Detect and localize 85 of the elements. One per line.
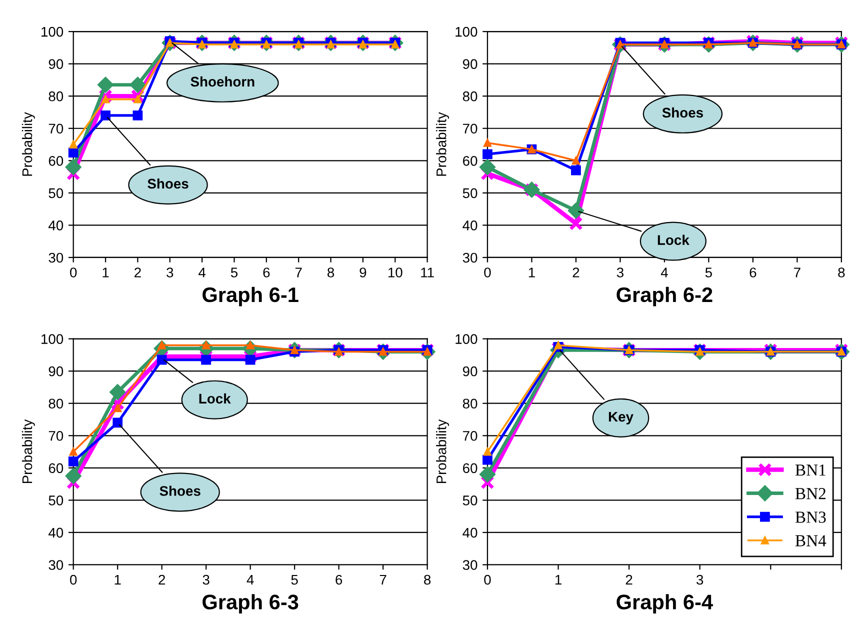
x-tick-label: 7: [295, 268, 302, 278]
y-axis-title: Probability: [436, 112, 450, 176]
y-tick-label: 30: [462, 252, 478, 263]
x-tick-label: 0: [70, 268, 77, 278]
y-tick-label: 80: [462, 398, 478, 409]
x-tick-label: 1: [102, 268, 109, 278]
y-tick-label: 90: [48, 366, 64, 376]
x-tick-label: 3: [202, 574, 210, 585]
annotation: Shoehorn: [190, 76, 254, 87]
y-tick-label: 90: [48, 59, 64, 69]
x-tick-label: 11: [421, 268, 434, 278]
x-tick-label: 1: [555, 574, 562, 585]
x-tick-label: 4: [198, 268, 206, 278]
x-tick-label: 1: [528, 268, 535, 278]
x-tick-label: 10: [388, 268, 402, 278]
y-tick-label: 90: [462, 59, 478, 69]
y-axis-title: Probability: [436, 419, 450, 484]
x-tick-label: 0: [70, 574, 77, 585]
y-tick-label: 60: [463, 156, 478, 166]
y-tick-label: 50: [48, 188, 64, 198]
x-tick-label: 5: [705, 268, 712, 278]
x-tick-label: 3: [616, 268, 624, 278]
y-tick-label: 40: [462, 220, 478, 230]
x-tick-label: 6: [750, 268, 756, 278]
y-tick-label: 80: [48, 398, 64, 409]
y-tick-label: 70: [48, 124, 64, 134]
y-tick-label: 70: [463, 124, 478, 134]
y-tick-label: 70: [48, 430, 64, 441]
annotation: Lock: [199, 393, 231, 404]
x-tick-label: 2: [572, 268, 580, 278]
y-tick-label: 100: [42, 26, 64, 37]
annotation: Shoes: [148, 178, 188, 189]
x-tick-label: 3: [696, 574, 704, 585]
y-tick-label: 30: [48, 252, 64, 263]
annotation: Key: [608, 412, 634, 424]
x-tick-label: 7: [794, 268, 800, 278]
y-tick-label: 40: [48, 220, 64, 230]
y-tick-label: 70: [463, 430, 478, 441]
y-tick-label: 40: [462, 528, 478, 538]
y-tick-label: 50: [48, 496, 64, 506]
annotation: Shoes: [662, 107, 703, 118]
x-tick-label: 9: [360, 268, 366, 278]
y-tick-label: 40: [48, 528, 64, 538]
x-tick-label: 6: [263, 268, 270, 278]
legend-label: BN1: [795, 464, 826, 476]
y-tick-label: 30: [462, 560, 478, 570]
y-tick-label: 80: [462, 91, 478, 102]
y-tick-label: 60: [48, 463, 64, 474]
text: Graph 6-4: [616, 594, 713, 614]
y-tick-label: 80: [48, 91, 64, 102]
legend-label: BN2: [795, 488, 826, 500]
x-tick-label: 1: [114, 574, 121, 585]
y-axis-title: Probability: [22, 419, 35, 484]
annotation: Lock: [658, 234, 690, 245]
y-tick-label: 30: [48, 560, 64, 570]
y-tick-label: 60: [48, 156, 64, 166]
legend-label: BN4: [795, 535, 826, 546]
x-tick-label: 2: [134, 268, 141, 278]
x-tick-label: 5: [291, 574, 298, 585]
x-tick-label: 2: [158, 574, 166, 585]
x-tick-label: 0: [484, 574, 491, 585]
y-tick-label: 50: [462, 188, 478, 198]
x-tick-label: 4: [660, 268, 668, 278]
text: Graph 6-1: [202, 286, 298, 306]
x-tick-label: 7: [380, 574, 386, 585]
y-tick-label: 50: [462, 496, 478, 506]
annotation: Shoes: [160, 486, 200, 496]
x-tick-label: 3: [166, 268, 174, 278]
x-tick-label: 8: [328, 268, 334, 278]
x-tick-label: 8: [424, 574, 431, 585]
y-tick-label: 100: [456, 334, 478, 344]
x-tick-label: 6: [336, 574, 342, 585]
text: Graph 6-2: [616, 286, 712, 306]
x-tick-label: 4: [246, 574, 254, 585]
y-axis-title: Probability: [22, 112, 35, 176]
x-tick-label: 0: [484, 268, 491, 278]
y-tick-label: 90: [462, 366, 478, 376]
y-tick-label: 60: [463, 463, 478, 474]
x-tick-label: 8: [838, 268, 845, 278]
x-tick-label: 2: [626, 574, 632, 585]
text: Graph 6-3: [202, 594, 298, 614]
x-tick-label: 5: [230, 268, 238, 278]
y-tick-label: 100: [456, 26, 478, 37]
y-tick-label: 100: [42, 334, 64, 344]
legend-label: BN3: [795, 512, 826, 523]
